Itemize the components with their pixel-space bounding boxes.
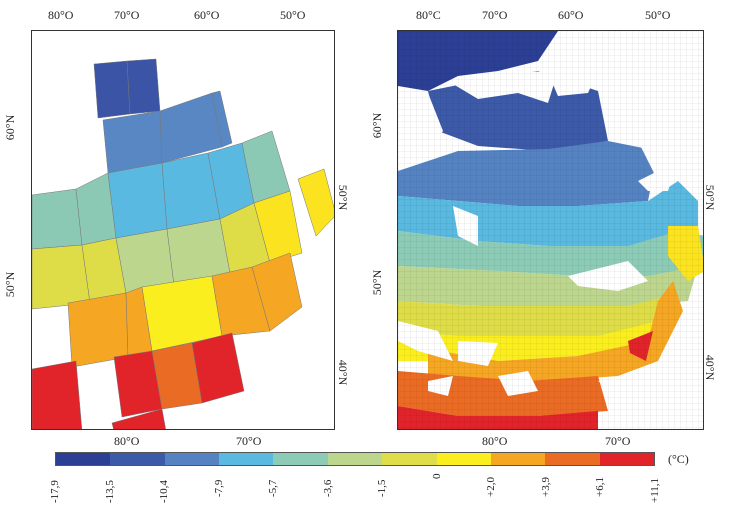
legend-tick-label: +6,1 (594, 477, 607, 497)
left-map-canvas (32, 58, 334, 429)
legend-tick-label: -10,4 (158, 480, 171, 503)
legend-tick-label: -13,5 (103, 480, 116, 503)
left-top-lon-3: 60°O (194, 8, 220, 22)
left-lat-label-2: 50°N (3, 271, 18, 298)
left-right-lat-2: 40°N (336, 359, 351, 386)
right-top-lon-2: 70°O (482, 8, 508, 22)
right-bottom-lon-2: 70°O (605, 434, 631, 448)
legend-swatch (382, 453, 437, 465)
legend-tick-label: -1,5 (376, 479, 389, 497)
right-bottom-lon-1: 80°O (482, 434, 508, 448)
legend-swatch (490, 453, 546, 465)
right-right-lat-2: 40°N (703, 354, 718, 381)
legend-tick-label: -3,6 (321, 479, 334, 497)
legend-tick-label: +2,0 (485, 477, 498, 497)
left-map-cells (32, 58, 334, 429)
legend-tick-label: 0 (430, 473, 443, 480)
legend-swatch (56, 453, 111, 465)
right-top-lon-3: 60°O (558, 8, 584, 22)
right-top-lon-1: 80°C (416, 8, 441, 22)
left-bottom-lon-2: 70°O (236, 434, 262, 448)
left-map-panel (31, 30, 335, 430)
legend-swatch (436, 453, 491, 465)
right-map-fields (398, 31, 703, 429)
legend-swatch (327, 453, 383, 465)
left-top-lon-2: 70°O (114, 8, 140, 22)
left-lat-label-1: 60°N (3, 114, 18, 141)
right-right-lat-1: 50°N (703, 184, 718, 211)
legend-unit: (°C) (668, 452, 689, 466)
legend-swatch (599, 453, 654, 465)
left-bottom-lon-1: 80°O (114, 434, 140, 448)
color-legend (55, 452, 655, 466)
left-top-lon-1: 80°O (48, 8, 74, 22)
legend-swatch (164, 453, 220, 465)
right-map-canvas (398, 31, 703, 429)
left-right-lat-1: 50°N (336, 184, 351, 211)
legend-swatch (545, 453, 600, 465)
right-top-lon-4: 50°O (645, 8, 671, 22)
right-lat-label-2: 50°N (370, 269, 385, 296)
legend-swatch (110, 453, 165, 465)
legend-swatch (273, 453, 328, 465)
legend-tick-label: -7,9 (212, 479, 225, 497)
legend-tick-label: +3,9 (539, 477, 552, 497)
legend-tick-label: -5,7 (267, 479, 280, 497)
right-map-panel (397, 30, 704, 430)
right-lat-label-1: 60°N (370, 112, 385, 139)
legend-tick-label: +11,1 (649, 477, 661, 503)
legend-swatch (219, 453, 274, 465)
legend-tick-label: -17,9 (49, 480, 61, 503)
left-top-lon-4: 50°O (280, 8, 306, 22)
